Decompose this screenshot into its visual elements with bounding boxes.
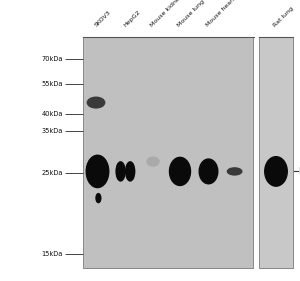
- Text: SKOV3: SKOV3: [94, 10, 112, 28]
- Ellipse shape: [96, 194, 101, 203]
- Ellipse shape: [147, 157, 159, 166]
- Bar: [259, 37, 292, 268]
- Text: Rat lung: Rat lung: [272, 6, 295, 28]
- Text: 35kDa: 35kDa: [42, 128, 63, 134]
- Text: Mouse kidney: Mouse kidney: [149, 0, 184, 28]
- Ellipse shape: [87, 97, 105, 108]
- Text: RALB: RALB: [298, 167, 300, 176]
- Text: 25kDa: 25kDa: [41, 170, 63, 176]
- Text: 55kDa: 55kDa: [41, 81, 63, 87]
- Text: 15kDa: 15kDa: [42, 251, 63, 257]
- Ellipse shape: [227, 168, 242, 175]
- Ellipse shape: [86, 155, 109, 188]
- Ellipse shape: [169, 157, 190, 185]
- Bar: [82, 37, 253, 268]
- Text: 40kDa: 40kDa: [41, 111, 63, 117]
- Text: HepG2: HepG2: [122, 9, 141, 28]
- Ellipse shape: [116, 162, 125, 181]
- Ellipse shape: [199, 159, 218, 184]
- Text: 70kDa: 70kDa: [41, 56, 63, 62]
- Ellipse shape: [126, 162, 135, 181]
- Text: Mouse lung: Mouse lung: [176, 0, 206, 28]
- Ellipse shape: [265, 157, 287, 186]
- Text: Mouse heart: Mouse heart: [205, 0, 236, 28]
